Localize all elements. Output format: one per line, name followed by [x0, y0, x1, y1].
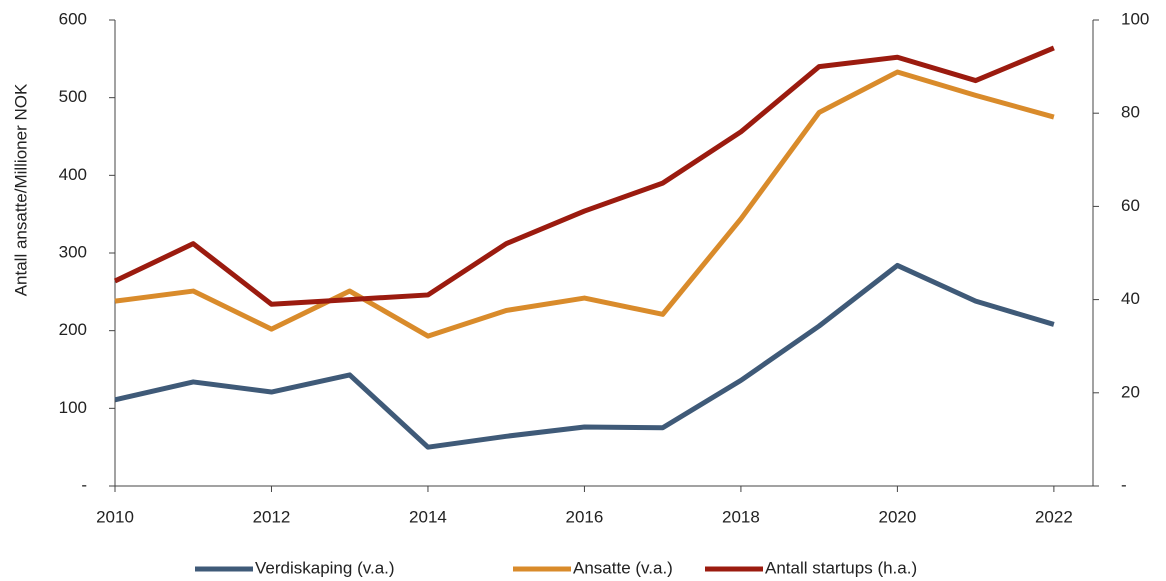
y2-tick-label: 20	[1121, 382, 1140, 401]
x-tick-label: 2018	[722, 507, 760, 526]
x-tick-label: 2022	[1035, 507, 1073, 526]
x-tick-label: 2010	[96, 507, 134, 526]
y-axis-label: Antall ansatte/Millioner NOK	[11, 83, 30, 296]
series-line	[113, 45, 1055, 307]
y-tick-label: 500	[59, 87, 87, 106]
legend-label: Antall startups (h.a.)	[765, 558, 917, 577]
y-tick-label: 600	[59, 9, 87, 28]
y-tick-label: 300	[59, 242, 87, 261]
y2-tick-label: 100	[1121, 9, 1149, 28]
series-line	[114, 69, 1055, 339]
y-tick-label: 400	[59, 165, 87, 184]
legend-label: Verdiskaping (v.a.)	[255, 558, 395, 577]
legend-label: Ansatte (v.a.)	[573, 558, 673, 577]
y2-tick-label: 80	[1121, 103, 1140, 122]
x-tick-label: 2014	[409, 507, 447, 526]
y2-tick-label: 60	[1121, 196, 1140, 215]
y-tick-label: -	[81, 475, 87, 494]
y2-tick-label: -	[1121, 475, 1127, 494]
series-line	[114, 262, 1055, 450]
y2-tick-label: 40	[1121, 289, 1140, 308]
x-tick-label: 2020	[878, 507, 916, 526]
y-tick-label: 200	[59, 320, 87, 339]
x-tick-label: 2012	[253, 507, 291, 526]
y-tick-label: 100	[59, 398, 87, 417]
x-tick-label: 2016	[566, 507, 604, 526]
